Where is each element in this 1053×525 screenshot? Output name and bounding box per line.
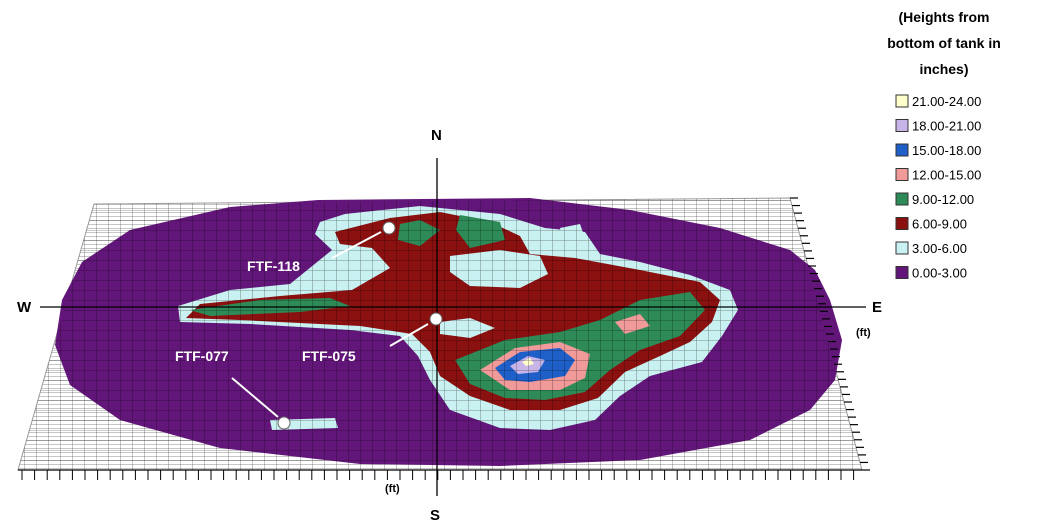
arrow-ftf-075: [389, 323, 429, 347]
grid-overlay: [18, 198, 862, 470]
label-ftf-118: FTF-118: [247, 258, 300, 274]
compass-south: S: [430, 507, 440, 524]
legend-label-4: 9.00-12.00: [912, 192, 974, 207]
legend-label-1: 18.00-21.00: [912, 119, 981, 134]
legend-swatch-0: [895, 94, 909, 108]
legend-label-6: 3.00-6.00: [912, 241, 967, 256]
x-unit-label: (ft): [856, 327, 871, 339]
right-ft-scale: [790, 197, 870, 471]
sample-point-ftf-075: [429, 312, 443, 326]
legend-swatch-6: [895, 241, 909, 255]
legend-title-line-2: bottom of tank in: [887, 35, 1001, 51]
legend-swatch-3: [895, 168, 909, 181]
legend-label-0: 21.00-24.00: [912, 94, 981, 109]
legend-label-2: 15.00-18.00: [912, 143, 981, 158]
label-ftf-075: FTF-075: [302, 348, 356, 364]
compass-north: N: [431, 127, 442, 144]
arrow-ftf-118: [331, 231, 382, 259]
label-ftf-077: FTF-077: [175, 348, 229, 364]
legend-swatch-4: [895, 192, 909, 206]
legend-title-line-3: inches): [919, 61, 968, 77]
legend-swatch-1: [895, 119, 909, 132]
legend-label-3: 12.00-15.00: [912, 168, 981, 183]
y-unit-label: (ft): [385, 483, 400, 495]
compass-west: W: [17, 299, 32, 316]
arrow-ftf-077: [231, 377, 279, 418]
sample-point-ftf-118: [382, 221, 396, 235]
bottom-ft-scale: [18, 469, 862, 480]
legend-swatch-5: [895, 217, 909, 230]
legend-title-line-1: (Heights from: [899, 9, 990, 25]
legend-swatch-7: [895, 266, 909, 279]
legend: (Heights from bottom of tank in inches) …: [887, 9, 1001, 281]
legend-swatch-2: [895, 143, 909, 157]
legend-label-5: 6.00-9.00: [912, 217, 967, 232]
legend-label-7: 0.00-3.00: [912, 266, 967, 281]
compass-east: E: [872, 299, 882, 316]
sample-point-ftf-077: [277, 416, 291, 430]
